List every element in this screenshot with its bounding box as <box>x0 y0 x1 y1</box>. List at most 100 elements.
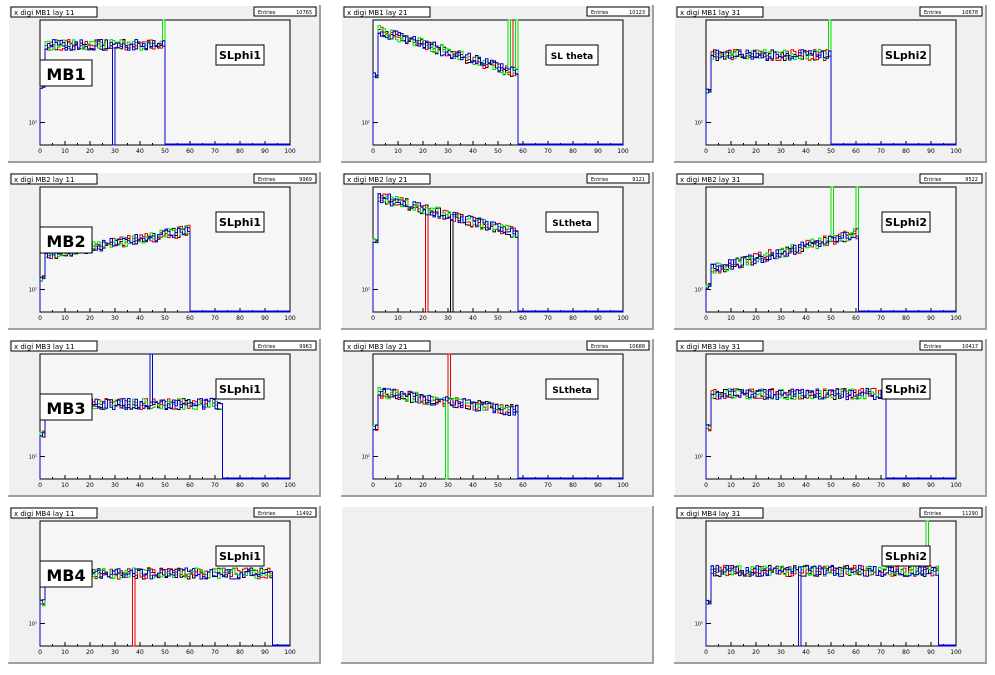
x-tick-label: 30 <box>111 315 119 322</box>
histogram-panel-mb4-11: x digi MB4 lay 11 Entries 11492 0 10 20 30 40 50… <box>7 505 321 664</box>
superlayer-label: SLphi2 <box>885 216 927 229</box>
x-tick-label: 0 <box>38 315 42 322</box>
pad-frame-dark <box>674 5 987 163</box>
x-tick-label: 70 <box>544 482 552 489</box>
title-box: x digi MB2 lay 11 <box>10 173 98 185</box>
x-tick-label: 90 <box>927 482 935 489</box>
x-tick-label: 20 <box>752 315 760 322</box>
x-tick-label: 90 <box>261 482 269 489</box>
plot-frame <box>705 353 957 480</box>
x-tick-label: 40 <box>469 482 477 489</box>
x-tick-label: 100 <box>617 148 629 155</box>
stats-box: Entries 9969 <box>253 173 317 184</box>
x-tick-label: 70 <box>544 315 552 322</box>
x-tick-label: 10 <box>394 315 402 322</box>
x-tick-label: 70 <box>211 315 219 322</box>
series-red-line <box>372 19 623 146</box>
histogram-panel-mb1-31: x digi MB1 lay 31 Entries 10678 0 10 20 30 40 50… <box>673 4 987 163</box>
x-tick-label: 0 <box>371 315 375 322</box>
y-tick-label: 10² <box>29 455 37 461</box>
x-tick-label: 60 <box>186 315 194 322</box>
chamber-label-box <box>39 560 93 588</box>
x-tick-label: 60 <box>186 649 194 656</box>
series-green-line <box>372 196 623 313</box>
entries-label: Entries <box>924 344 942 350</box>
x-tick-label: 80 <box>236 649 244 656</box>
series-blue-line <box>705 232 956 313</box>
histogram-panel-mb4-31: x digi MB4 lay 31 Entries 11290 0 10 20 30 40 50… <box>673 505 987 664</box>
superlayer-label-box <box>881 545 931 567</box>
stats-frame <box>253 6 317 17</box>
y-tick-label: 10² <box>362 288 370 294</box>
x-tick-label: 100 <box>950 315 962 322</box>
title-box: x digi MB3 lay 31 <box>676 340 764 352</box>
x-tick-label: 100 <box>617 482 629 489</box>
entries-value: 10688 <box>629 344 645 350</box>
plot-frame <box>372 19 624 146</box>
entries-value: 9121 <box>632 177 645 183</box>
x-tick-label: 20 <box>752 148 760 155</box>
stats-box: Entries 9522 <box>919 173 983 184</box>
pad-frame-dark <box>8 172 321 330</box>
x-tick-label: 40 <box>469 148 477 155</box>
stats-frame <box>253 340 317 351</box>
entries-value: 9969 <box>299 177 312 183</box>
entries-value: 9963 <box>299 344 312 350</box>
stats-box: Entries 10678 <box>919 6 983 17</box>
series-red-line <box>39 39 290 146</box>
superlayer-label-box <box>215 211 265 233</box>
x-tick-label: 70 <box>211 148 219 155</box>
x-tick-label: 70 <box>877 148 885 155</box>
pad-frame-dark <box>8 506 321 664</box>
x-tick-label: 0 <box>704 148 708 155</box>
pad-frame-light <box>340 4 653 162</box>
histogram-title: x digi MB2 lay 21 <box>347 176 407 184</box>
title-box: x digi MB4 lay 11 <box>10 507 98 519</box>
superlayer-label: SLtheta <box>552 386 591 396</box>
x-tick-label: 60 <box>852 482 860 489</box>
entries-label: Entries <box>258 511 276 517</box>
x-tick-label: 40 <box>802 315 810 322</box>
title-frame <box>10 173 98 185</box>
x-tick-label: 50 <box>494 148 502 155</box>
chamber-label-box <box>39 226 93 254</box>
entries-label: Entries <box>924 177 942 183</box>
x-tick-label: 100 <box>284 315 296 322</box>
superlayer-label-box <box>881 378 931 400</box>
histogram-panel-mb1-21: x digi MB1 lay 21 Entries 10123 0 10 20 30 40 50… <box>340 4 654 163</box>
x-tick-label: 0 <box>38 148 42 155</box>
y-tick-label: 10² <box>695 455 703 461</box>
series-blue-line <box>705 49 956 146</box>
y-tick-label: 10² <box>695 288 703 294</box>
x-tick-label: 40 <box>802 649 810 656</box>
x-tick-label: 90 <box>927 315 935 322</box>
x-tick-label: 70 <box>544 148 552 155</box>
empty-panel <box>340 505 654 664</box>
x-tick-label: 30 <box>777 315 785 322</box>
y-tick-label: 10² <box>29 288 37 294</box>
entries-value: 11290 <box>962 511 978 517</box>
x-tick-label: 90 <box>261 649 269 656</box>
x-tick-label: 20 <box>86 148 94 155</box>
superlayer-label: SLphi1 <box>219 49 261 62</box>
x-tick-label: 0 <box>704 649 708 656</box>
x-tick-label: 20 <box>419 482 427 489</box>
histogram-title: x digi MB2 lay 11 <box>14 176 74 184</box>
histogram-panel-mb2-21: x digi MB2 lay 21 Entries 9121 0 10 20 30 40 50 6… <box>340 171 654 330</box>
x-tick-label: 10 <box>61 482 69 489</box>
entries-label: Entries <box>258 10 276 16</box>
x-tick-label: 10 <box>394 148 402 155</box>
pad-frame-light <box>673 4 986 162</box>
chamber-label-box <box>39 59 93 87</box>
x-tick-label: 20 <box>419 148 427 155</box>
y-tick-label: 10² <box>29 121 37 127</box>
superlayer-label: SLphi1 <box>219 550 261 563</box>
series-green-line <box>372 19 623 146</box>
pad-frame-light <box>340 171 653 329</box>
entries-value: 11492 <box>296 511 312 517</box>
stats-box: Entries 10765 <box>253 6 317 17</box>
x-tick-label: 100 <box>950 148 962 155</box>
histogram-title: x digi MB3 lay 21 <box>347 343 407 351</box>
x-tick-label: 100 <box>617 315 629 322</box>
